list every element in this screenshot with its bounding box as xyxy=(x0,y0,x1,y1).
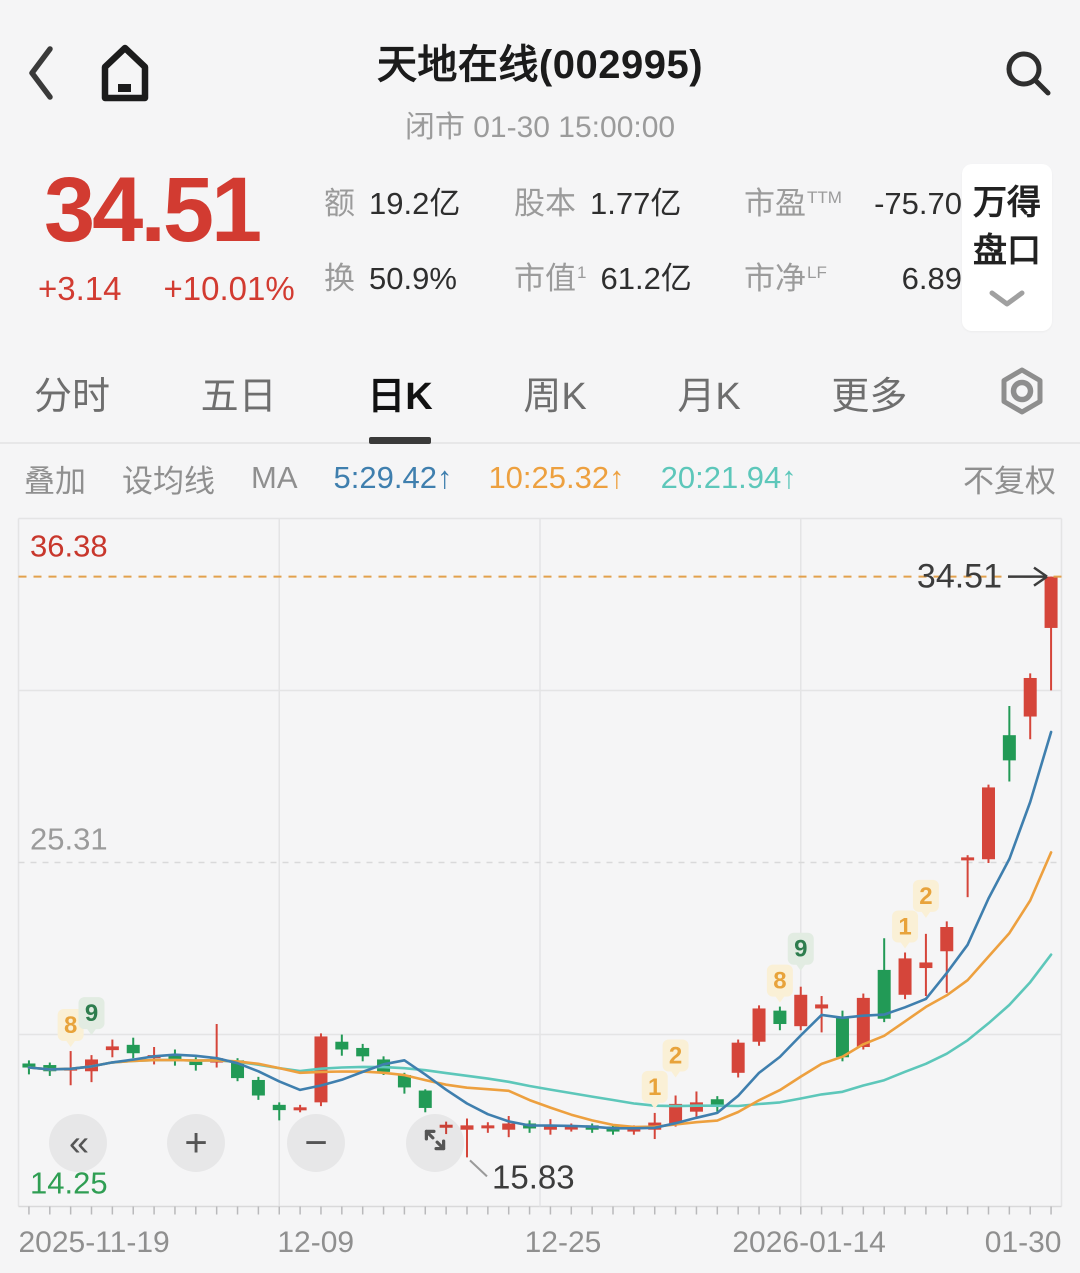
ma5-value: 5:29.42↑ xyxy=(333,460,453,495)
stock-title: 天地在线(002995) xyxy=(376,43,704,87)
svg-text:2025-11-19: 2025-11-19 xyxy=(19,1226,170,1259)
rewind-icon: « xyxy=(68,1122,89,1163)
stat-value: 50.9% xyxy=(369,261,457,296)
wind-panel-button[interactable]: 万得 盘口 xyxy=(962,164,1052,331)
svg-text:2: 2 xyxy=(919,883,932,910)
minus-icon: − xyxy=(304,1120,328,1165)
stat-value: 1.77亿 xyxy=(590,186,682,221)
quote-section: 34.51 +3.14 +10.01% 额 19.2亿 股本 1.77亿 市盈TTM… xyxy=(0,148,1080,342)
svg-text:8: 8 xyxy=(64,1012,77,1039)
plus-icon: + xyxy=(184,1120,208,1165)
back-icon xyxy=(26,44,56,105)
svg-text:15.83: 15.83 xyxy=(492,1158,575,1195)
tab-five-day[interactable]: 五日 xyxy=(197,345,281,440)
back-button[interactable] xyxy=(26,44,56,105)
tab-minute[interactable]: 分时 xyxy=(30,345,114,440)
search-button[interactable] xyxy=(1002,47,1054,102)
price-change: +3.14 xyxy=(38,270,122,307)
ma20-value: 20:21.94↑ xyxy=(660,460,797,495)
expand-icon xyxy=(421,1124,449,1163)
chart-settings-icon xyxy=(994,363,1050,422)
stat-label: 市净LF xyxy=(744,261,827,296)
tab-weekly-k[interactable]: 周K xyxy=(519,345,590,440)
stat-amount: 额 19.2亿 xyxy=(324,178,492,223)
rewind-button[interactable]: « xyxy=(49,1114,107,1172)
stat-share-capital: 股本 1.77亿 xyxy=(514,178,722,223)
ma-settings-button[interactable]: 设均线 xyxy=(122,456,215,501)
stat-label: 市值1 xyxy=(514,261,587,296)
expand-button[interactable] xyxy=(406,1114,464,1172)
svg-text:1: 1 xyxy=(898,914,911,941)
title-block: 天地在线(002995) 闭市 01-30 15:00:00 xyxy=(230,32,850,146)
svg-text:12-25: 12-25 xyxy=(525,1226,602,1259)
stats-grid: 额 19.2亿 股本 1.77亿 市盈TTM -75.70 换 50.9% 市值1 61.… xyxy=(324,178,962,298)
stat-superscript: TTM xyxy=(807,187,842,207)
adjust-mode-button[interactable]: 不复权 xyxy=(963,456,1056,501)
svg-text:36.38: 36.38 xyxy=(30,529,108,564)
candlestick-chart[interactable]: 34.51 15.83 36.38 25.31 14.25 8 9 1 2 8 9 1 2 2025-11… xyxy=(0,512,1080,1272)
tab-daily-k[interactable]: 日K xyxy=(363,345,436,440)
stat-turnover: 换 50.9% xyxy=(324,253,492,298)
svg-text:01-30: 01-30 xyxy=(985,1226,1062,1259)
stat-value: 61.2亿 xyxy=(600,261,692,296)
svg-text:9: 9 xyxy=(794,936,807,963)
chevron-down-icon xyxy=(986,279,1028,317)
up-arrow-icon: ↑ xyxy=(436,460,453,495)
stat-pe-ratio: 市盈TTM -75.70 xyxy=(744,178,962,223)
price-block: 34.51 +3.14 +10.01% xyxy=(38,159,324,308)
wind-panel-label-line2: 盘口 xyxy=(973,231,1041,270)
stat-label: 市盈TTM xyxy=(744,186,842,221)
stat-superscript: LF xyxy=(807,262,827,282)
svg-text:34.51: 34.51 xyxy=(917,558,1002,596)
current-price: 34.51 xyxy=(44,159,262,261)
stat-market-cap: 市值1 61.2亿 xyxy=(514,253,722,298)
overlay-button[interactable]: 叠加 xyxy=(24,456,86,501)
price-change-percent: +10.01% xyxy=(163,270,295,307)
svg-text:8: 8 xyxy=(773,968,786,995)
ma10-value: 10:25.32↑ xyxy=(488,460,625,495)
stat-value: 6.89 xyxy=(901,261,962,296)
home-button[interactable] xyxy=(92,39,158,110)
price-change-row: +3.14 +10.01% xyxy=(38,270,324,308)
up-arrow-icon: ↑ xyxy=(609,460,625,495)
ma-prefix-label: MA xyxy=(251,460,298,495)
ma-toolbar: 叠加 设均线 MA 5:29.42↑ 10:25.32↑ 20:21.94↑ 不… xyxy=(0,444,1080,512)
svg-text:1: 1 xyxy=(648,1074,661,1101)
tab-monthly-k[interactable]: 月K xyxy=(673,345,744,440)
svg-text:2: 2 xyxy=(669,1043,682,1070)
zoom-in-button[interactable]: + xyxy=(167,1114,225,1172)
chart-settings-button[interactable] xyxy=(994,363,1050,422)
svg-text:12-09: 12-09 xyxy=(277,1226,354,1259)
stat-superscript: 1 xyxy=(577,262,587,282)
market-status: 闭市 01-30 15:00:00 xyxy=(404,111,676,144)
tab-more[interactable]: 更多 xyxy=(827,345,911,440)
svg-text:14.25: 14.25 xyxy=(30,1166,108,1201)
tab-bar: 分时 五日 日K 周K 月K 更多 xyxy=(0,342,1080,444)
home-icon xyxy=(92,39,158,110)
svg-text:9: 9 xyxy=(85,1000,98,1027)
zoom-out-button[interactable]: − xyxy=(287,1114,345,1172)
stat-label: 股本 xyxy=(514,186,576,221)
wind-panel-label-line1: 万得 xyxy=(973,184,1041,222)
stat-value: 19.2亿 xyxy=(369,186,461,221)
svg-text:25.31: 25.31 xyxy=(30,822,108,857)
stat-label: 额 xyxy=(324,186,355,221)
up-arrow-icon: ↑ xyxy=(781,460,797,495)
svg-text:2026-01-14: 2026-01-14 xyxy=(732,1226,885,1259)
topbar: 天地在线(002995) 闭市 01-30 15:00:00 xyxy=(0,0,1080,148)
stat-pb-ratio: 市净LF 6.89 xyxy=(744,253,962,298)
stat-label: 换 xyxy=(324,261,355,296)
search-icon xyxy=(1002,47,1054,102)
stat-value: -75.70 xyxy=(874,186,962,221)
